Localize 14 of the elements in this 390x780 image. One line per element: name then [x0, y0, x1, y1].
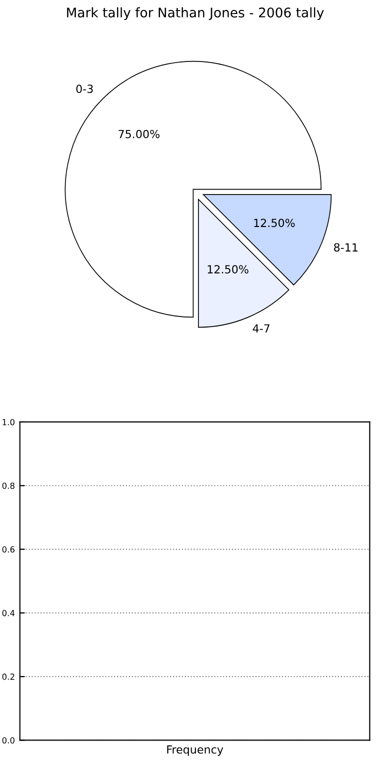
y-tick-label: 0.6	[2, 546, 15, 553]
slice-label: 8-11	[334, 243, 358, 252]
data-label: 12.50%	[208, 265, 248, 274]
y-tick-label: 0.4	[2, 610, 15, 616]
slice-label: 4-7	[252, 324, 270, 332]
x-tick-label: Frequency	[167, 745, 224, 756]
data-label: 75.00%	[118, 130, 160, 138]
y-tick-label: 0.8	[2, 482, 14, 489]
y-tick-label: 0.0	[2, 737, 14, 744]
slice-label: 0-3	[76, 84, 93, 94]
y-tick-label: 0.2	[2, 674, 14, 680]
y-tick-label: 1.0	[2, 418, 14, 426]
data-label: 12.50%	[254, 218, 295, 228]
chart-title: Mark tally for Nathan Jones - 2006 tally	[67, 7, 324, 20]
